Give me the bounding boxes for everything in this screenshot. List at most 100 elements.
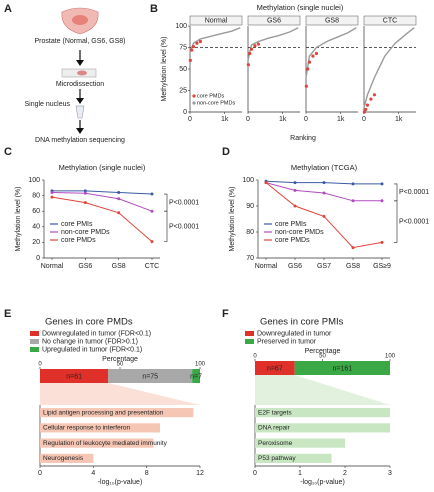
value-label: n=61 [66,373,82,380]
chart-title: Methylation (TCGA) [291,163,358,172]
chart-title: Methylation (single nuclei) [257,3,344,12]
y-tick-label: 25 [179,87,187,94]
value-label: n=75 [142,373,158,380]
facet-title: GS8 [325,17,339,24]
point [117,211,121,215]
series-line [189,27,241,53]
x-tick-label: GS≥9 [373,263,391,270]
x-tick-label: 0 [253,354,257,360]
y-tick-label: 20 [32,239,40,246]
chart-title: Methylation (single nuclei) [59,163,146,172]
x-tick-label: GS7 [317,263,331,270]
bar [40,423,160,433]
facet-title: Normal [205,17,228,24]
x-tick-label: 3 [388,470,392,477]
x-axis-label: Percentage [102,356,138,363]
bar-label: Peroxisome [258,440,293,447]
point [190,48,194,52]
point [150,192,154,196]
x-tick-label: Normal [255,263,278,270]
diagram: Prostate (Normal, GS6, GS8) Microdissect… [24,7,126,144]
y-tick-label: 100 [242,177,254,184]
point [306,67,310,71]
axis [247,26,300,113]
point [83,189,87,193]
x-tick-label: 100 [195,362,206,368]
point [369,97,373,101]
y-axis-label: Methylation level (%) [229,187,236,252]
bar-label: P53 pathway [258,455,296,462]
bar-segment [40,369,109,383]
legend-label: non-core PMDs [275,229,324,236]
panel-label: C [4,146,12,158]
x-tick-label: 0 [38,362,42,368]
facet-header [363,15,417,26]
point [253,44,257,48]
y-tick-label: 70 [246,255,254,262]
y-tick-label: 50 [179,66,187,73]
legend-label: No change in tumor (FDR>0.1) [42,338,138,345]
point [117,190,121,194]
y-tick-label: 0 [183,109,187,116]
step-label: Microdissection [56,81,104,88]
legend-label: core PMIs [275,221,307,228]
chart-title: Genes in core PMDs [45,317,133,328]
x-tick-label: CTC [145,263,159,270]
annotation: P<0.0001 [169,199,199,206]
legend-marker [192,94,196,98]
point [362,110,366,114]
tube-icon [75,105,85,119]
y-tick-label: 75 [179,44,187,51]
bar [40,453,94,463]
legend-label: core PMDs [61,237,96,244]
annotation: P<0.0001 [169,223,199,230]
bracket [164,210,168,242]
series-line [363,27,415,108]
point [293,204,297,208]
series-line [305,27,357,78]
zoom-wedge [255,375,390,405]
bar-segment [192,369,200,383]
annotation: P<0.0001 [399,189,429,196]
series-line [51,196,153,242]
prostate-core [72,15,88,25]
legend-label: Preserved in tumor [257,338,317,345]
bar-label: Regulation of leukocyte mediated immunit… [43,440,168,447]
y-tick-label: 100 [175,23,187,30]
point [322,214,326,218]
x-axis-label: Ranking [290,135,316,142]
bar-label: DNA repair [258,425,291,432]
x-tick-label: 1k [221,116,229,123]
bar-segment [255,361,295,375]
point [83,201,87,205]
point [372,93,376,97]
legend-label: core PMIs [61,221,93,228]
point [249,47,254,51]
point [188,58,192,63]
x-tick-label: 12 [196,470,204,477]
point [380,240,384,244]
facet-title: GS6 [267,17,281,24]
legend-swatch [30,331,39,336]
legend-label: core PMDs [275,237,310,244]
point [83,191,87,195]
point [293,188,297,192]
x-tick-label: 0 [188,116,192,123]
point [351,199,355,203]
x-tick-label: 100 [385,354,396,360]
point [246,63,250,67]
legend-swatch [30,339,39,344]
point [50,195,54,199]
panel-label: E [4,308,11,320]
bracket [394,200,398,243]
y-tick-label: 90 [246,203,254,210]
step-label: DNA methylation sequencing [35,137,125,144]
y-tick-label: 40 [32,224,40,231]
panel-label: B [150,3,158,15]
bar-segment [294,361,390,375]
series-line [51,191,153,212]
bar-label: Lipid antigen processing and presentatio… [43,409,164,416]
bar [40,438,154,448]
x-tick-label: 0 [38,470,42,477]
bar-label: Cellular response to interferon [43,425,130,432]
